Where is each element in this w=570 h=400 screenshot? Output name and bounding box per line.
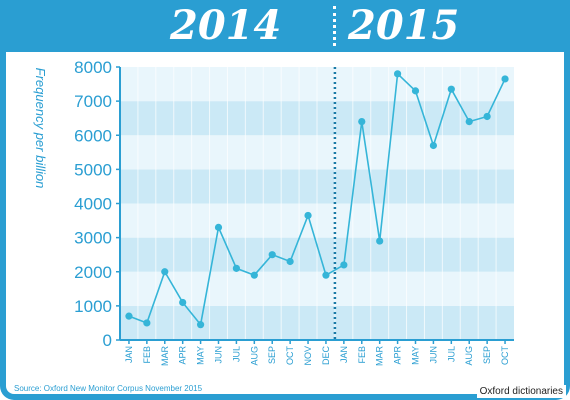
x-tick-label: OCT (500, 345, 510, 365)
x-tick-label: JAN (339, 346, 349, 363)
data-point (429, 141, 438, 150)
x-tick-label: SEP (482, 346, 492, 364)
data-point (304, 211, 312, 220)
x-tick-label: FEB (357, 346, 367, 364)
x-tick-label: MAR (375, 346, 385, 367)
credit-label: Oxford dictionaries (476, 385, 566, 398)
y-axis-label: Frequency per billion (33, 68, 48, 189)
y-tick-label: 8000 (74, 58, 112, 77)
y-tick-label: 1000 (74, 297, 112, 316)
year-label-2014: 2014 (170, 2, 282, 49)
x-tick-label: SEP (267, 346, 277, 364)
data-point (143, 319, 151, 327)
y-tick-label: 7000 (74, 92, 112, 111)
data-point (340, 261, 348, 269)
x-tick-label: MAR (160, 346, 170, 367)
background-bands (120, 67, 514, 340)
x-tick-label: JAN (124, 346, 134, 363)
data-point (125, 312, 133, 320)
data-point (322, 271, 330, 279)
x-tick-label: MAY (196, 346, 206, 365)
x-tick-label: MAY (411, 346, 421, 365)
x-tick-label: AUG (464, 346, 474, 366)
data-point (250, 271, 258, 279)
x-tick-labels: JAN FEB MAR APR MAY JUN JUL AUG SEP OCT NOV DEC JAN F… (124, 340, 510, 366)
data-points (125, 70, 509, 329)
x-tick-label: FEB (142, 346, 152, 364)
data-point (393, 70, 402, 78)
y-tick-label: 3000 (74, 229, 112, 248)
x-tick-label: DEC (321, 346, 331, 366)
year-label-2015: 2015 (348, 2, 460, 49)
data-point (196, 321, 205, 329)
x-tick-label: JUL (231, 346, 241, 362)
data-point (214, 223, 223, 231)
y-tick-label: 4000 (74, 195, 112, 214)
y-tick-label: 5000 (74, 160, 112, 179)
data-point (161, 268, 169, 276)
x-tick-label: APR (178, 346, 188, 365)
x-tick-label: NOV (303, 346, 313, 366)
banner-divider (333, 6, 336, 46)
data-point (501, 75, 509, 83)
data-point (232, 264, 241, 272)
x-tick-label: JUN (214, 346, 224, 364)
data-point (465, 118, 473, 126)
y-tick-label: 2000 (74, 263, 112, 282)
x-tick-label: JUL (446, 346, 456, 362)
y-tick-label: 0 (103, 331, 112, 350)
data-point (268, 251, 276, 259)
data-point (483, 112, 491, 121)
series-line (128, 72, 506, 327)
data-point (447, 85, 455, 93)
x-tick-label: APR (393, 346, 403, 365)
x-tick-label: JUN (428, 346, 438, 364)
data-point (286, 257, 294, 266)
data-point (376, 237, 384, 245)
x-tick-label: OCT (285, 346, 295, 366)
x-tick-label: AUG (249, 346, 259, 366)
data-point (411, 87, 420, 95)
y-tick-label: 6000 (74, 126, 112, 145)
year-banner: 2014 2015 (0, 0, 570, 52)
source-note: Source: Oxford New Monitor Corpus Novemb… (14, 384, 203, 393)
data-point (358, 118, 366, 126)
y-tick-labels: 0 1000 2000 3000 4000 5000 6000 7000 8000 (74, 58, 120, 350)
data-point (179, 298, 187, 307)
